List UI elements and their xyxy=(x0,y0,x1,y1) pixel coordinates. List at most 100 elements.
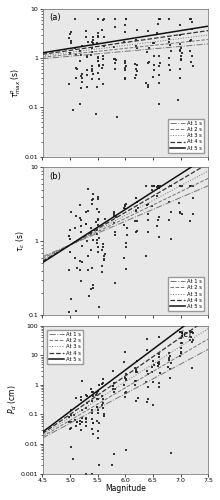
Point xyxy=(169,182,172,190)
Point xyxy=(96,32,100,40)
Point xyxy=(79,426,82,434)
Point xyxy=(112,219,116,227)
Point xyxy=(168,198,171,205)
Text: (a): (a) xyxy=(49,14,61,22)
Point xyxy=(112,212,116,220)
Point xyxy=(151,357,155,365)
Point xyxy=(70,28,73,36)
Point xyxy=(190,328,194,336)
Point xyxy=(73,224,76,232)
Point xyxy=(147,27,150,35)
Point xyxy=(167,364,170,372)
Point xyxy=(189,217,192,225)
Point xyxy=(112,208,116,216)
Point xyxy=(75,418,78,426)
Point xyxy=(96,396,99,404)
Point xyxy=(189,15,193,23)
Point xyxy=(123,348,127,356)
Point xyxy=(96,426,100,434)
Point xyxy=(178,40,182,48)
Point xyxy=(144,378,148,386)
Point xyxy=(78,214,82,222)
Point xyxy=(123,393,127,401)
Point xyxy=(73,416,76,424)
Point xyxy=(158,62,161,70)
Point xyxy=(96,196,100,203)
Point xyxy=(169,358,172,366)
Point xyxy=(97,406,100,414)
Point xyxy=(191,336,194,344)
Point xyxy=(101,16,105,24)
Point xyxy=(80,216,83,224)
Point xyxy=(178,65,182,73)
Point xyxy=(169,46,172,54)
Point xyxy=(92,32,95,40)
Point xyxy=(80,414,83,422)
Point xyxy=(167,15,170,23)
Point xyxy=(84,33,88,41)
Point xyxy=(79,394,82,402)
Point xyxy=(179,52,183,60)
Point xyxy=(178,47,182,55)
Point xyxy=(145,201,149,209)
Point xyxy=(101,380,104,388)
Point xyxy=(123,66,127,74)
Point xyxy=(86,38,90,46)
Point xyxy=(112,388,116,396)
Point xyxy=(191,328,194,336)
Point xyxy=(158,59,161,67)
Point xyxy=(151,73,154,81)
Point xyxy=(145,252,148,260)
Point xyxy=(91,419,95,427)
Point xyxy=(136,394,139,402)
Point xyxy=(168,216,171,224)
Point xyxy=(134,71,138,79)
Point xyxy=(70,406,73,413)
Point xyxy=(85,238,88,246)
Point xyxy=(70,410,73,418)
Point xyxy=(125,388,128,396)
Point xyxy=(80,78,84,86)
Point xyxy=(86,185,90,193)
Point xyxy=(178,199,181,207)
Point xyxy=(95,392,98,400)
Point xyxy=(180,54,183,62)
Point xyxy=(86,266,89,274)
Point xyxy=(122,38,126,46)
Point xyxy=(97,382,101,390)
Point xyxy=(103,33,106,41)
Point xyxy=(90,470,94,478)
Point xyxy=(190,182,194,190)
Point xyxy=(167,38,170,46)
Point xyxy=(74,394,78,402)
Point xyxy=(67,308,71,316)
Point xyxy=(189,336,192,344)
Point xyxy=(112,42,116,50)
Point xyxy=(96,15,100,23)
Point xyxy=(167,356,170,364)
Point xyxy=(123,380,126,388)
Point xyxy=(156,360,160,368)
Point xyxy=(146,398,149,406)
Point xyxy=(90,62,94,70)
Point xyxy=(101,61,104,69)
Point xyxy=(155,192,159,200)
Point xyxy=(101,404,105,412)
Point xyxy=(158,72,161,80)
Point xyxy=(157,360,161,368)
Point xyxy=(152,182,156,190)
Point xyxy=(191,194,195,202)
Point xyxy=(91,419,94,427)
Point xyxy=(81,258,84,266)
Point xyxy=(178,208,182,216)
Point xyxy=(124,370,127,378)
Point xyxy=(146,200,149,208)
Point xyxy=(158,369,161,377)
Point xyxy=(90,286,93,294)
Point xyxy=(92,280,95,288)
Point xyxy=(112,379,116,387)
Point xyxy=(103,215,106,223)
Point xyxy=(103,256,106,264)
Point xyxy=(124,389,128,397)
Point xyxy=(97,234,101,241)
